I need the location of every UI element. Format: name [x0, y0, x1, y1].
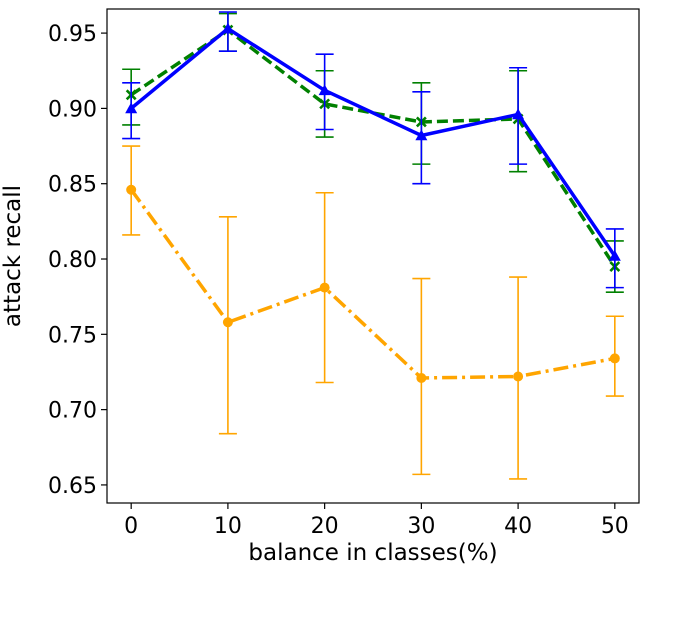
data-point [415, 129, 428, 141]
y-tick-label: 0.70 [48, 399, 97, 424]
y-tick-label: 0.80 [48, 248, 97, 273]
x-axis: 0 10 20 30 40 50 [124, 503, 629, 539]
data-point [608, 250, 621, 261]
y-tick-label: 0.75 [48, 323, 97, 348]
data-point [319, 282, 330, 293]
plot-frame [106, 8, 640, 504]
data-point [125, 102, 138, 114]
x-tick-label: 40 [504, 514, 532, 539]
y-tick-label: 0.90 [48, 97, 97, 122]
x-tick-label: 20 [311, 514, 339, 539]
x-tick-label: 30 [407, 514, 435, 539]
data-point [318, 84, 331, 96]
data-point [126, 184, 137, 195]
series-line [129, 188, 616, 380]
x-axis-label: balance in classes(%) [248, 540, 497, 566]
series-3 [122, 145, 624, 480]
x-tick-label: 0 [124, 514, 138, 539]
series-layer [122, 11, 624, 480]
y-tick-label: 0.95 [48, 22, 97, 47]
data-point [513, 371, 524, 382]
y-tick-label: 0.85 [48, 173, 97, 198]
data-point [512, 108, 525, 120]
data-point [221, 22, 234, 34]
y-axis: 0.65 0.70 0.75 0.80 0.85 0.90 0.95 [48, 22, 107, 499]
y-tick-label: 0.65 [48, 474, 97, 499]
data-point [416, 372, 427, 383]
data-point [609, 353, 620, 364]
x-tick-label: 10 [214, 514, 242, 539]
series-1 [122, 11, 624, 289]
x-tick-label: 50 [601, 514, 629, 539]
data-point [222, 317, 233, 328]
series-line [130, 26, 617, 257]
y-axis-label: attack recall [0, 185, 26, 327]
